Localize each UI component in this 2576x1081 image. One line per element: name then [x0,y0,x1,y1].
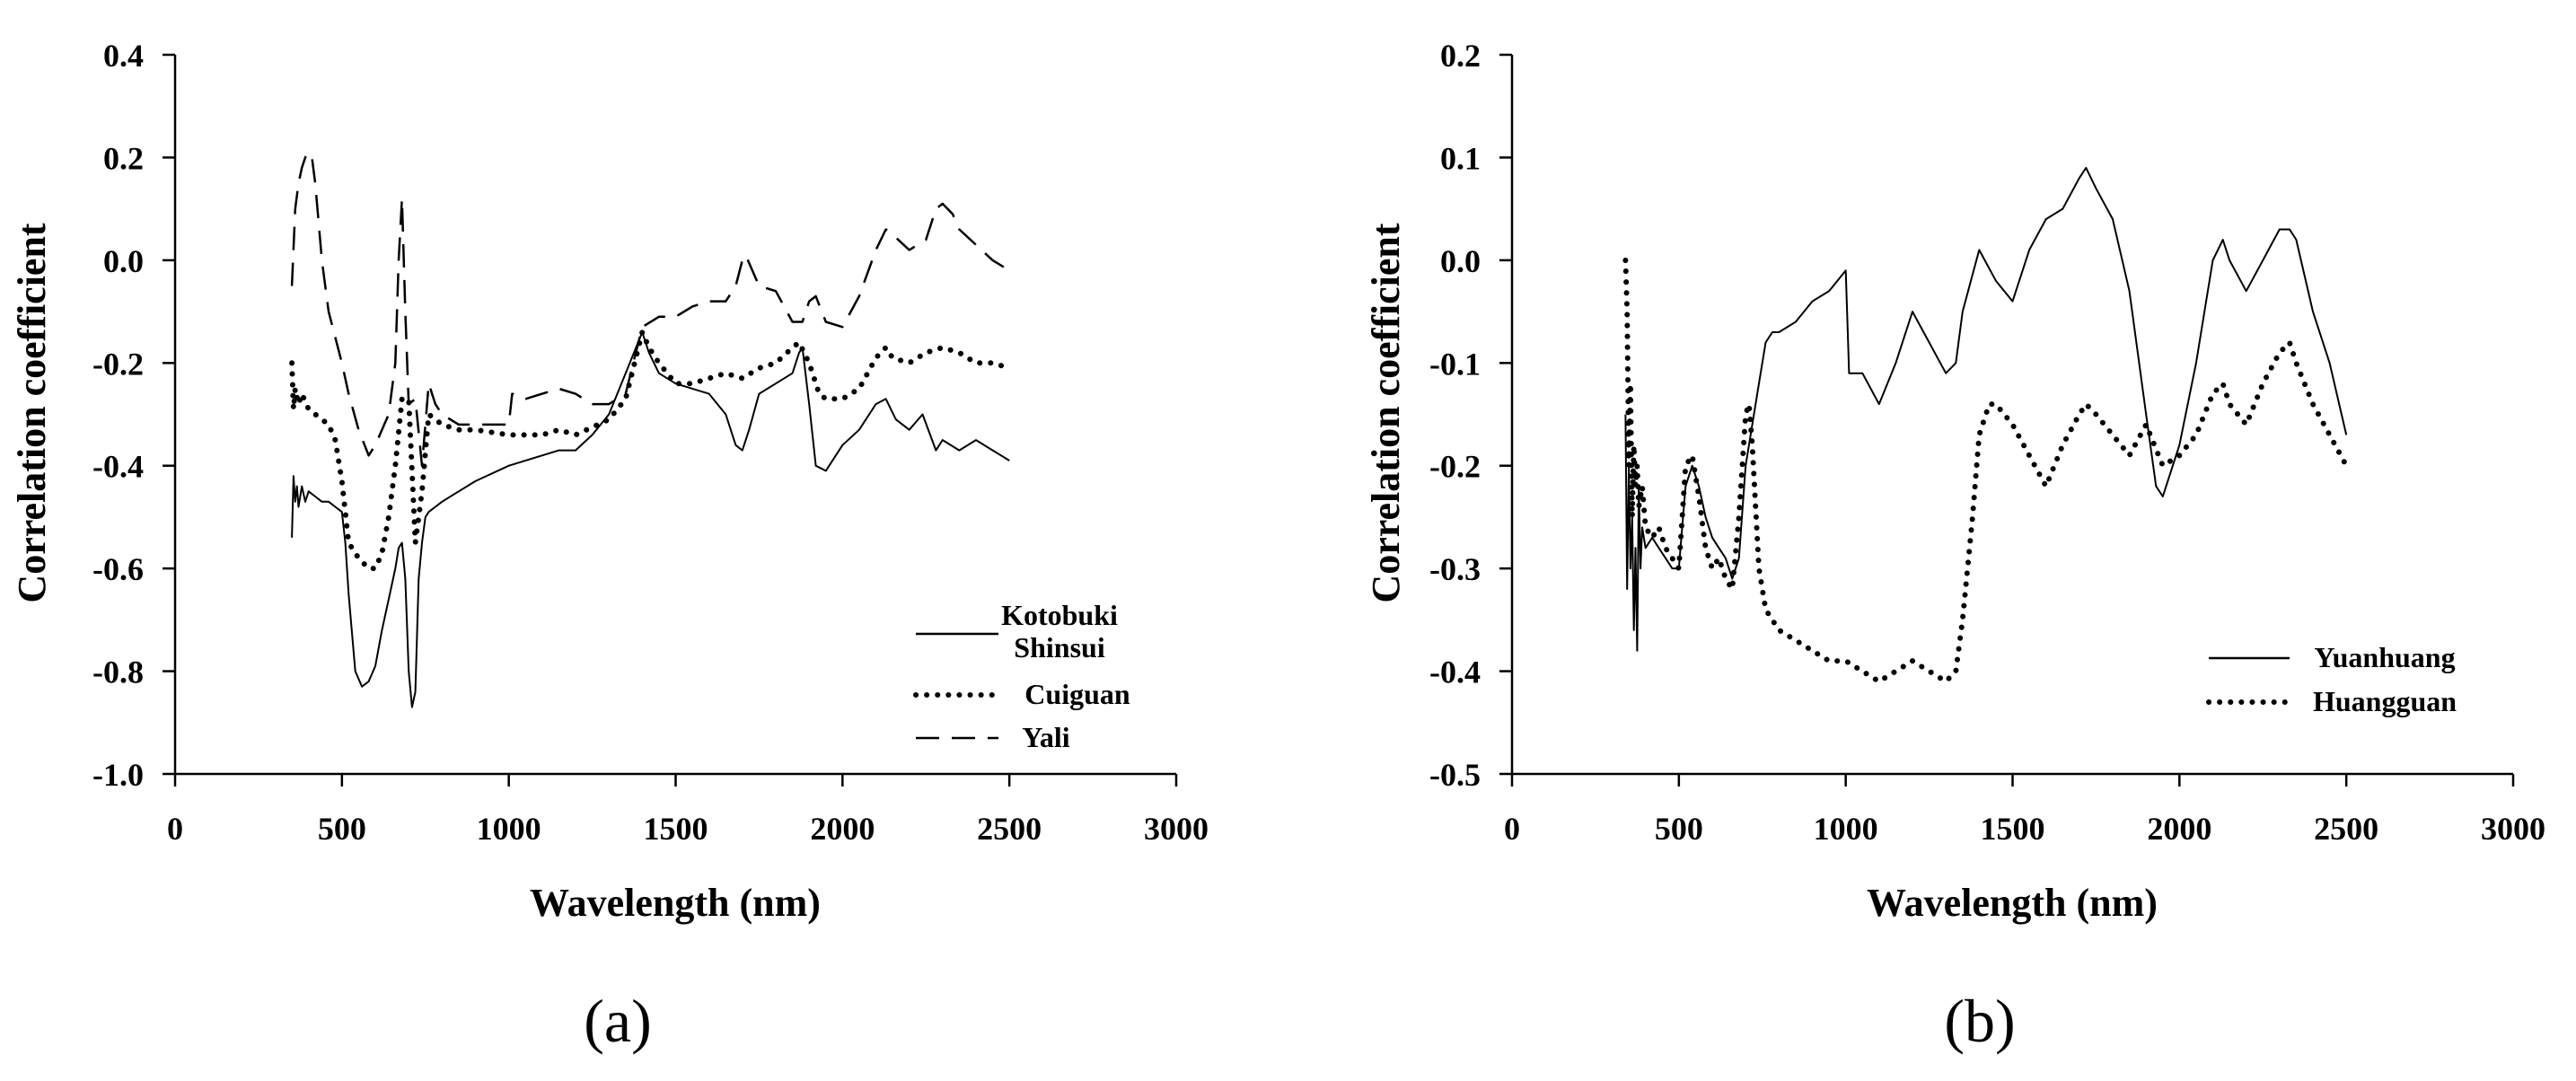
series-line-yuanhuang [1624,166,2348,652]
x-tick-label: 1500 [644,811,708,847]
legend-label-shinsui: Shinsui [1014,631,1105,664]
y-tick-label: 0.1 [1440,140,1481,176]
x-tick-label: 1000 [1814,811,1878,847]
x-tick-label: 0 [167,811,183,847]
legend-label-huangguan: Huangguan [2313,685,2457,717]
x-tick-label: 3000 [1144,811,1209,847]
series-line-huangguan [1622,257,2350,684]
y-tick-label: -0.6 [92,551,144,587]
series-line-cuiguan [289,330,1013,572]
y-axis-title-b: Correlation coefficient [1364,223,1408,602]
y-tick-label: -0.4 [92,449,144,485]
x-tick-label: 3000 [2481,811,2545,847]
y-tick-label: -0.5 [1429,757,1481,793]
legend-label-yuanhuang: Yuanhuang [2314,641,2455,673]
ticks-a [163,53,1178,787]
y-tick-label: 0.0 [103,243,144,279]
x-tick-label: 2500 [2314,811,2378,847]
x-tick-label: 2000 [810,811,875,847]
y-tick-labels-b: -0.5 -0.4 -0.3 -0.2 -0.1 0.0 0.1 0.2 [1429,38,1481,793]
legend-label-yali: Yali [1022,721,1069,753]
chart-panel-b: -0.5 -0.4 -0.3 -0.2 -0.1 0.0 0.1 0.2 0 5… [1364,38,2545,1055]
y-tick-label: -0.2 [1429,449,1481,485]
y-tick-labels-a: -1.0 -0.8 -0.6 -0.4 -0.2 0.0 0.2 0.4 [92,38,144,793]
x-tick-label: 2000 [2147,811,2211,847]
y-axis-title-a: Correlation coefficient [10,223,54,602]
series-line-yali [290,151,1010,467]
y-tick-label: 0.2 [103,140,144,176]
y-tick-label: 0.4 [103,38,144,74]
plot-lines-a [289,151,1013,708]
legend-a: Kotobuki Shinsui Cuiguan Yali [913,599,1130,753]
y-tick-label: -0.1 [1429,346,1481,382]
x-tick-label: 2500 [977,811,1042,847]
x-axis-title-b: Wavelength (nm) [1867,881,2158,925]
series-line-kotobuki-shinsui [291,331,1010,708]
x-tick-label: 1500 [1981,811,2045,847]
y-tick-label: -0.2 [92,346,144,382]
x-axis-title-a: Wavelength (nm) [530,881,821,925]
x-tick-label: 500 [318,811,366,847]
y-tick-label: -0.8 [92,655,144,690]
y-tick-label: 0.0 [1440,243,1481,279]
legend-label-kotobuki: Kotobuki [1001,599,1118,631]
x-tick-label: 1000 [477,811,541,847]
x-tick-label: 500 [1655,811,1703,847]
y-tick-label: -1.0 [92,757,144,793]
legend-b: Yuanhuang Huangguan [2206,641,2457,717]
chart-panel-a: -1.0 -0.8 -0.6 -0.4 -0.2 0.0 0.2 0.4 0 5… [10,38,1209,1055]
y-tick-label: -0.4 [1429,655,1481,690]
x-tick-labels-b: 0 500 1000 1500 2000 2500 3000 [1504,811,2545,847]
panel-label-a: (a) [584,987,651,1055]
y-tick-label: -0.3 [1429,551,1481,587]
ticks-b [1499,53,2515,787]
x-tick-labels-a: 0 500 1000 1500 2000 2500 3000 [167,811,1209,847]
x-tick-label: 0 [1504,811,1520,847]
legend-label-cuiguan: Cuiguan [1024,678,1130,710]
panel-label-b: (b) [1944,987,2015,1055]
y-tick-label: 0.2 [1440,38,1481,74]
plot-lines-b [1622,166,2350,684]
